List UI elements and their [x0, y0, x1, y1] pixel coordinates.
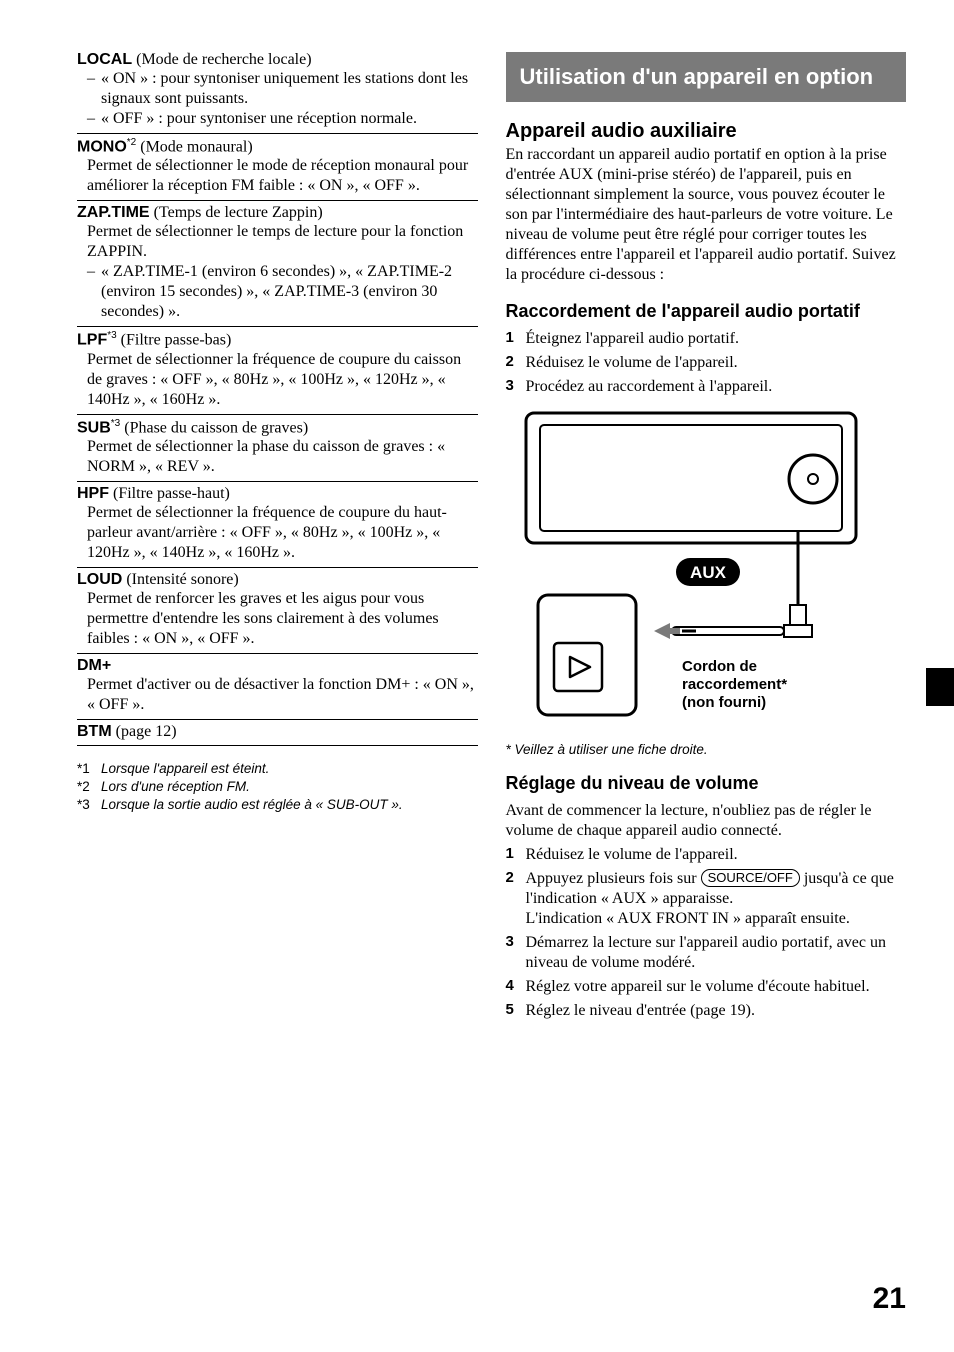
term-local: LOCAL — [77, 51, 132, 68]
entry-dmplus: DM+ Permet d'activer ou de désactiver la… — [77, 653, 478, 719]
list-item: –« ON » : pour syntoniser uniquement les… — [87, 69, 478, 109]
step: 1Réduisez le volume de l'appareil. — [506, 845, 907, 865]
step: 4Réglez votre appareil sur le volume d'é… — [506, 977, 907, 997]
entry-sub: SUB*3 (Phase du caisson de graves) Perme… — [77, 414, 478, 481]
intro-para: En raccordant un appareil audio portatif… — [506, 145, 907, 285]
entry-zaptime: ZAP.TIME (Temps de lecture Zappin) Perme… — [77, 200, 478, 326]
right-column: Utilisation d'un appareil en option Appa… — [506, 48, 907, 1025]
entry-mono: MONO*2 (Mode monaural) Permet de sélecti… — [77, 133, 478, 200]
footnote: *3Lorsque la sortie audio est réglée à «… — [77, 796, 478, 814]
heading-volume: Réglage du niveau de volume — [506, 773, 907, 795]
term-mono: MONO — [77, 138, 127, 155]
content-columns: LOCAL (Mode de recherche locale) –« ON »… — [77, 48, 906, 1025]
steps-connect: 1Éteignez l'appareil audio portatif. 2Ré… — [506, 329, 907, 397]
svg-text:raccordement*: raccordement* — [682, 676, 787, 693]
aux-illustration: AUX Cordon de — [524, 407, 858, 732]
list-item: –« OFF » : pour syntoniser une réception… — [87, 109, 478, 129]
heading-connect: Raccordement de l'appareil audio portati… — [506, 301, 907, 323]
left-column: LOCAL (Mode de recherche locale) –« ON »… — [77, 48, 478, 1025]
footnote: *2Lors d'une réception FM. — [77, 778, 478, 796]
footnote: *1Lorsque l'appareil est éteint. — [77, 760, 478, 778]
step: 2 Appuyez plusieurs fois sur SOURCE/OFF … — [506, 869, 907, 929]
edge-tab — [926, 668, 954, 706]
step: 2Réduisez le volume de l'appareil. — [506, 353, 907, 373]
step: 5Réglez le niveau d'entrée (page 19). — [506, 1001, 907, 1021]
footnotes: *1Lorsque l'appareil est éteint. *2Lors … — [77, 760, 478, 815]
steps-volume: 1Réduisez le volume de l'appareil. 2 App… — [506, 845, 907, 1021]
step: 3Procédez au raccordement à l'appareil. — [506, 377, 907, 397]
source-off-button-label: SOURCE/OFF — [701, 869, 800, 887]
step: 1Éteignez l'appareil audio portatif. — [506, 329, 907, 349]
entry-btm: BTM (page 12) — [77, 719, 478, 746]
entry-local: LOCAL (Mode de recherche locale) –« ON »… — [77, 48, 478, 133]
entry-lpf: LPF*3 (Filtre passe-bas) Permet de sélec… — [77, 326, 478, 413]
section-banner: Utilisation d'un appareil en option — [506, 52, 907, 102]
step: 3Démarrez la lecture sur l'appareil audi… — [506, 933, 907, 973]
entry-loud: LOUD (Intensité sonore) Permet de renfor… — [77, 567, 478, 653]
term-note: (Mode de recherche locale) — [132, 51, 311, 68]
svg-text:(non fourni): (non fourni) — [682, 694, 766, 711]
page-number: 21 — [873, 1282, 906, 1316]
svg-text:Cordon de: Cordon de — [682, 658, 757, 675]
list-item: –« ZAP.TIME-1 (environ 6 secondes) », « … — [87, 262, 478, 322]
heading-aux: Appareil audio auxiliaire — [506, 120, 907, 143]
volume-intro: Avant de commencer la lecture, n'oubliez… — [506, 801, 907, 841]
entry-hpf: HPF (Filtre passe-haut) Permet de sélect… — [77, 481, 478, 567]
illustration-note: * Veillez à utiliser une fiche droite. — [506, 742, 907, 757]
svg-text:AUX: AUX — [690, 563, 727, 582]
